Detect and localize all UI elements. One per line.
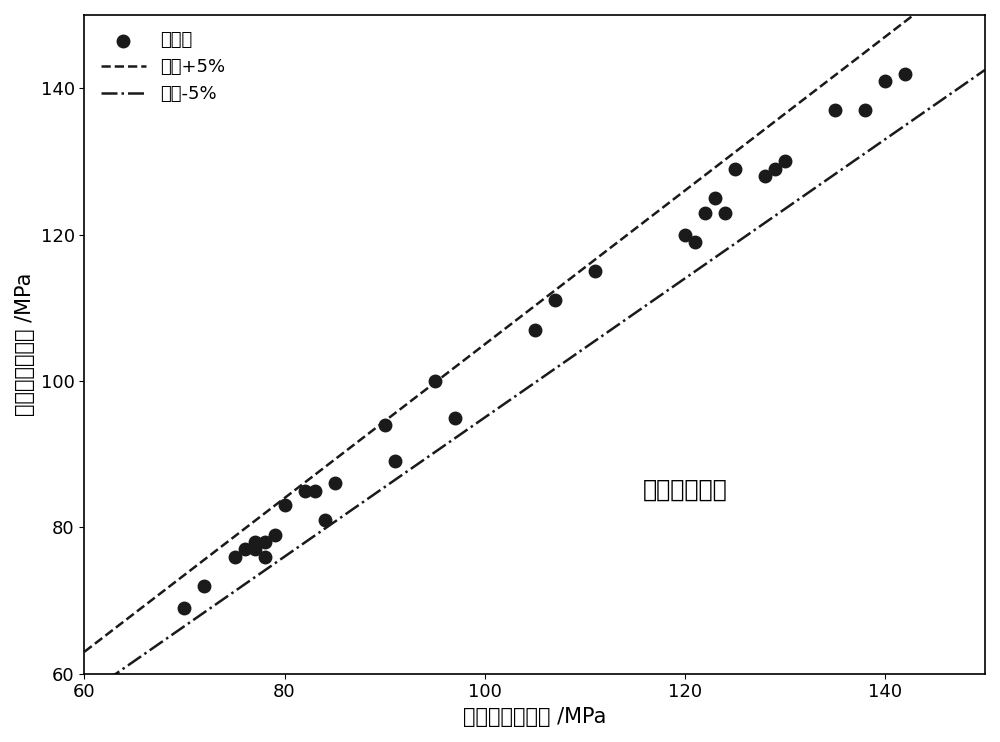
数据点: [697, 207, 713, 219]
数据点: [717, 207, 733, 219]
X-axis label: 实测的流变应力 /MPa: 实测的流变应力 /MPa: [463, 707, 606, 727]
数据点: [227, 551, 243, 562]
数据点: [897, 68, 913, 79]
数据点: [257, 551, 273, 562]
数据点: [277, 499, 293, 511]
数据点: [707, 192, 723, 204]
数据点: [377, 419, 393, 431]
数据点: [527, 324, 543, 335]
数据点: [727, 162, 743, 174]
数据点: [247, 536, 263, 548]
数据点: [196, 580, 212, 592]
数据点: [327, 478, 343, 490]
Text: 粉末烧结纯铁: 粉末烧结纯铁: [643, 477, 728, 502]
Legend: 数据点, 误差+5%, 误差-5%: 数据点, 误差+5%, 误差-5%: [93, 24, 233, 111]
数据点: [447, 412, 463, 424]
数据点: [317, 514, 333, 526]
数据点: [176, 602, 192, 614]
数据点: [297, 485, 313, 496]
数据点: [307, 485, 323, 496]
数据点: [427, 375, 443, 387]
数据点: [247, 543, 263, 555]
数据点: [267, 529, 283, 541]
数据点: [827, 104, 843, 116]
Y-axis label: 预测的流变应力 /MPa: 预测的流变应力 /MPa: [15, 272, 35, 416]
数据点: [257, 536, 273, 548]
数据点: [777, 155, 793, 167]
数据点: [877, 75, 893, 87]
数据点: [387, 456, 403, 467]
数据点: [767, 162, 783, 174]
数据点: [757, 170, 773, 182]
数据点: [687, 236, 703, 248]
数据点: [587, 265, 603, 277]
数据点: [547, 295, 563, 306]
数据点: [857, 104, 873, 116]
数据点: [677, 229, 693, 240]
数据点: [237, 543, 253, 555]
